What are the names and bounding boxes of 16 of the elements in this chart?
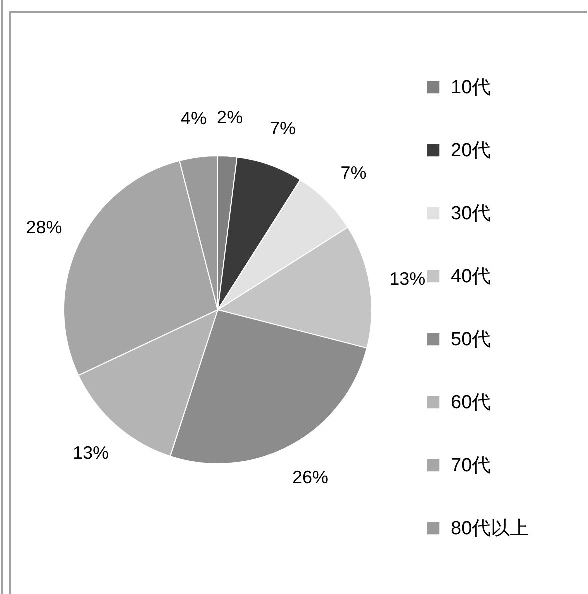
data-label: 13%: [390, 268, 426, 289]
legend-label: 70代: [451, 456, 492, 476]
data-label: 7%: [270, 118, 296, 138]
data-label: 2%: [217, 107, 244, 128]
legend-label: 40代: [451, 266, 492, 288]
legend-label: 30代: [451, 204, 492, 224]
legend-label: 80代以上: [451, 518, 530, 540]
legend-label: 60代: [451, 392, 492, 414]
legend-label: 10代: [451, 78, 492, 98]
legend-label: 20代: [451, 140, 492, 162]
data-label: 26%: [292, 467, 329, 488]
data-label: 13%: [73, 443, 110, 464]
legend-label: 50代: [451, 330, 492, 350]
data-label: 4%: [180, 108, 207, 129]
data-label: 28%: [26, 217, 62, 238]
data-label: 7%: [340, 163, 367, 184]
